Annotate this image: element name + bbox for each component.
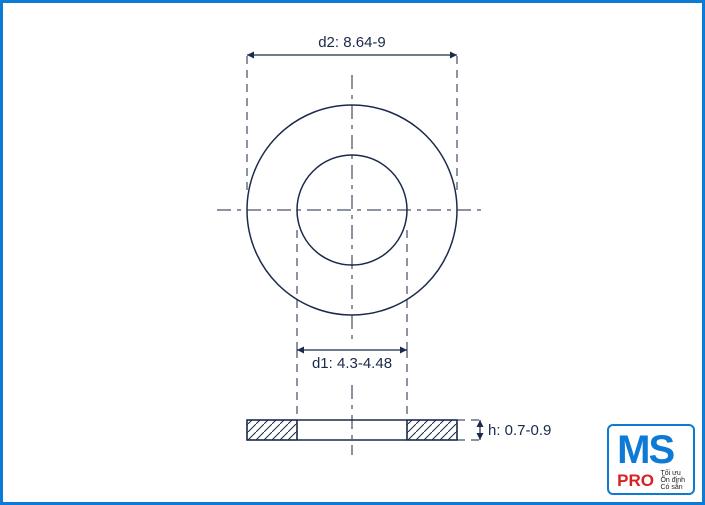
- svg-text:d2: 8.64-9: d2: 8.64-9: [318, 34, 386, 51]
- svg-text:d1: 4.3-4.48: d1: 4.3-4.48: [312, 355, 392, 372]
- logo-tagline: Tối ưu Ổn định Có sẵn: [660, 470, 685, 491]
- technical-drawing: d2: 8.64-9 d1: 4.3-4.48 h: 0.7-0.9: [0, 0, 705, 505]
- svg-text:h: 0.7-0.9: h: 0.7-0.9: [488, 422, 551, 439]
- logo-ms: MS: [617, 430, 685, 470]
- brand-logo: MS PRO Tối ưu Ổn định Có sẵn: [607, 424, 695, 495]
- logo-pro: PRO: [617, 472, 654, 489]
